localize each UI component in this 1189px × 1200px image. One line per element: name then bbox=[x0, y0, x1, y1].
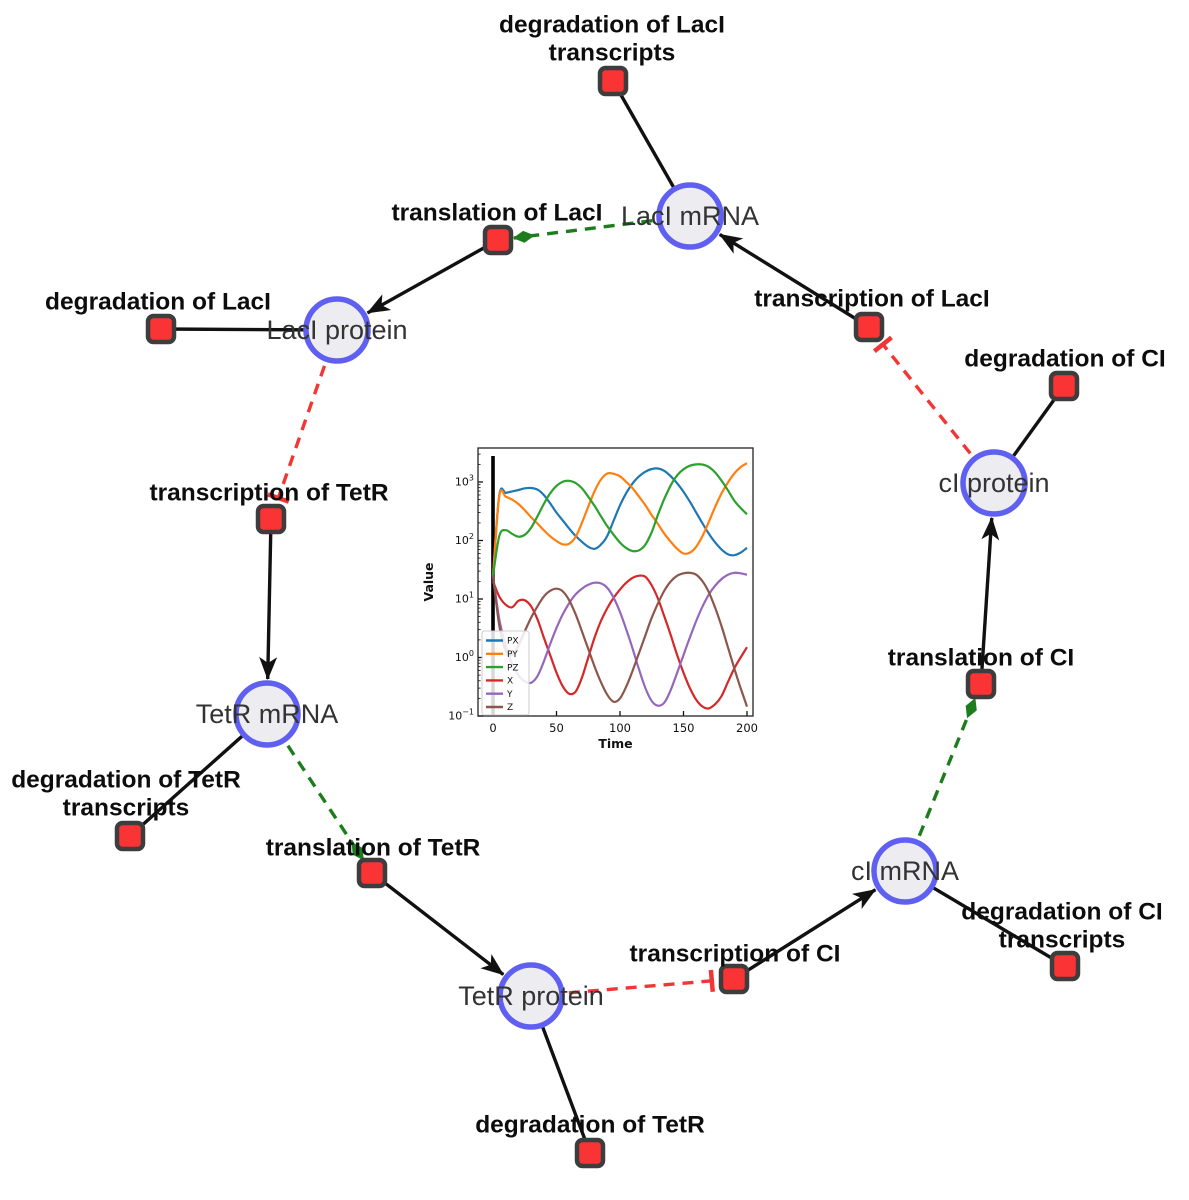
reaction-label: translation of TetR bbox=[266, 835, 481, 862]
reaction-label: transcription of CI bbox=[630, 941, 841, 968]
plot-legend: PX PY PZ XYZ bbox=[481, 630, 530, 716]
species-node-tetr_protein[interactable] bbox=[497, 962, 565, 1030]
reaction-label: transcription of LacI bbox=[754, 286, 990, 313]
reaction-label: degradation of TetR bbox=[475, 1112, 705, 1139]
edge-tc_laci-laci_mrna bbox=[718, 233, 870, 329]
reaction-node-tl_laci[interactable] bbox=[482, 224, 514, 256]
reaction-node-tc_ci[interactable] bbox=[718, 963, 750, 995]
species-node-ci_mrna[interactable] bbox=[871, 837, 939, 905]
edge-tc_ci-ci_mrna bbox=[733, 888, 877, 981]
y-tick-label: 10−1 bbox=[448, 708, 474, 723]
reaction-node-deg_ci_tx[interactable] bbox=[1049, 950, 1081, 982]
x-tick-label: 100 bbox=[609, 721, 631, 735]
reaction-label: transcripts bbox=[63, 795, 190, 822]
series-X bbox=[491, 574, 748, 710]
series-PZ bbox=[491, 463, 748, 576]
series-Y bbox=[491, 571, 748, 707]
species-label: TetR protein bbox=[458, 981, 604, 1011]
species-label: cI mRNA bbox=[851, 856, 959, 886]
reaction-node-deg_tetr[interactable] bbox=[574, 1137, 606, 1169]
x-tick-label: 200 bbox=[736, 721, 758, 735]
edge-ci_mrna-tl_ci bbox=[903, 697, 977, 872]
reaction-node-deg_tetr_tx[interactable] bbox=[114, 820, 146, 852]
legend-entry-X: X bbox=[507, 677, 513, 687]
reaction-label: degradation of TetR bbox=[11, 767, 241, 794]
edge-tc_tetr-tetr_mrna bbox=[259, 518, 278, 681]
reaction-label: degradation of LacI bbox=[45, 289, 271, 316]
x-tick-label: 150 bbox=[673, 721, 695, 735]
species-label: TetR mRNA bbox=[196, 699, 339, 729]
reaction-label: translation of CI bbox=[888, 645, 1074, 672]
reaction-label: degradation of CI bbox=[961, 899, 1162, 926]
reaction-node-tc_tetr[interactable] bbox=[255, 503, 287, 535]
species-node-ci_protein[interactable] bbox=[960, 449, 1028, 517]
series-PX bbox=[491, 467, 748, 576]
reaction-label: translation of LacI bbox=[391, 200, 602, 227]
x-tick-label: 0 bbox=[489, 721, 496, 735]
y-tick-label: 101 bbox=[455, 591, 474, 606]
legend-entry-Y: Y bbox=[506, 690, 513, 700]
y-tick-label: 102 bbox=[455, 532, 474, 547]
x-axis-label: Time bbox=[598, 736, 632, 751]
y-axis-label: Value bbox=[423, 562, 436, 601]
legend-entry-PX: PX bbox=[507, 637, 519, 647]
edge-tl_laci-laci_protein bbox=[366, 238, 499, 315]
legend-entry-Z: Z bbox=[507, 703, 513, 713]
species-node-tetr_mrna[interactable] bbox=[233, 680, 301, 748]
reaction-label: degradation of LacI bbox=[499, 12, 725, 39]
species-label: LacI protein bbox=[266, 315, 407, 345]
series-Z bbox=[491, 571, 749, 707]
simulation-plot-panel: 10−1 100 101 102 103 0 50 100 150 200 Time Value PX P… bbox=[421, 438, 773, 768]
species-label: LacI mRNA bbox=[621, 201, 759, 231]
reaction-node-deg_laci[interactable] bbox=[145, 313, 177, 345]
species-node-laci_mrna[interactable] bbox=[656, 182, 724, 250]
x-tick-label: 50 bbox=[549, 721, 564, 735]
edge-tl_ci-ci_protein bbox=[979, 516, 1000, 685]
reaction-label: transcripts bbox=[999, 927, 1126, 954]
reaction-node-tl_tetr[interactable] bbox=[356, 857, 388, 889]
legend-entry-PY: PY bbox=[507, 650, 518, 660]
reaction-label: degradation of CI bbox=[964, 346, 1165, 373]
reaction-node-deg_laci_tx[interactable] bbox=[597, 65, 629, 97]
y-tick-label: 103 bbox=[455, 474, 474, 489]
reaction-node-tl_ci[interactable] bbox=[965, 668, 997, 700]
species-label: cI protein bbox=[938, 468, 1049, 498]
reaction-node-deg_ci[interactable] bbox=[1048, 370, 1080, 402]
legend-entry-PZ: PZ bbox=[507, 663, 519, 673]
reaction-label: transcripts bbox=[549, 40, 676, 67]
reaction-label: transcription of TetR bbox=[149, 480, 388, 507]
edge-tl_tetr-tetr_protein bbox=[370, 871, 505, 976]
y-tick-label: 100 bbox=[455, 649, 474, 664]
reaction-node-tc_laci[interactable] bbox=[853, 311, 885, 343]
species-node-laci_protein[interactable] bbox=[303, 296, 371, 364]
